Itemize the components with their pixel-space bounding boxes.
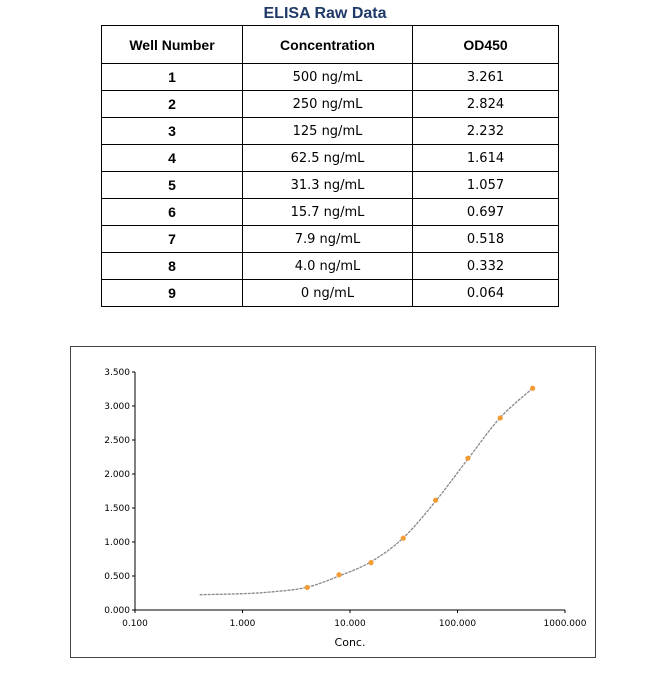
header-od450: OD450 [412, 25, 559, 64]
od450-cell: 0.332 [412, 252, 559, 280]
concentration-cell: 15.7 ng/mL [242, 198, 413, 226]
data-point [497, 415, 503, 421]
table-row: 9 0 ng/mL 0.064 [101, 279, 559, 307]
y-tick-label: 3.500 [104, 368, 130, 378]
header-well-number: Well Number [101, 25, 243, 64]
fit-curve [199, 387, 534, 596]
table-row: 7 7.9 ng/mL 0.518 [101, 225, 559, 253]
x-tick-label: 1.000 [230, 619, 256, 629]
table-row: 8 4.0 ng/mL 0.332 [101, 252, 559, 280]
well-number-cell: 9 [101, 279, 243, 307]
od450-cell: 1.057 [412, 171, 559, 199]
header-concentration: Concentration [242, 25, 413, 64]
od450-cell: 3.261 [412, 63, 559, 91]
x-axis-label: Conc. [335, 636, 366, 649]
x-tick-label: 10.000 [334, 619, 366, 629]
concentration-cell: 7.9 ng/mL [242, 225, 413, 253]
data-point [304, 584, 310, 591]
y-tick-label: 0.000 [104, 606, 130, 616]
table-row: 4 62.5 ng/mL 1.614 [101, 144, 559, 172]
concentration-cell: 4.0 ng/mL [242, 252, 413, 280]
concentration-cell: 31.3 ng/mL [242, 171, 413, 199]
x-tick-label: 1000.000 [544, 619, 587, 629]
table-row: 1 500 ng/mL 3.261 [101, 63, 559, 91]
y-tick-label: 3.000 [104, 402, 130, 412]
chart-container: 0.000 0.500 1.000 1.500 2.000 2.500 3.000 3.500… [70, 346, 596, 658]
table-title: ELISA Raw Data [263, 5, 387, 22]
fit-curve-group [199, 387, 534, 596]
table-row: 2 250 ng/mL 2.824 [101, 90, 559, 118]
data-point [465, 455, 471, 461]
data-point [400, 535, 406, 541]
elisa-data-table: Well Number Concentration OD450 1 500 ng… [101, 25, 559, 307]
concentration-cell: 62.5 ng/mL [242, 144, 413, 172]
table-row: 3 125 ng/mL 2.232 [101, 117, 559, 145]
well-number-cell: 2 [101, 90, 243, 118]
table-row: 5 31.3 ng/mL 1.057 [101, 171, 559, 199]
x-tick-label: 0.100 [122, 619, 148, 629]
data-point [368, 560, 374, 566]
data-point [336, 572, 342, 578]
y-tick-label: 0.500 [104, 572, 130, 582]
concentration-cell: 0 ng/mL [242, 279, 413, 307]
od450-cell: 0.697 [412, 198, 559, 226]
od450-cell: 2.232 [412, 117, 559, 145]
chart-axes: 0.000 0.500 1.000 1.500 2.000 2.500 3.000 3.500… [104, 368, 587, 629]
well-number-cell: 3 [101, 117, 243, 145]
data-points-group [304, 385, 536, 591]
od450-cell: 2.824 [412, 90, 559, 118]
well-number-cell: 7 [101, 225, 243, 253]
x-tick-label: 100.000 [439, 619, 476, 629]
od450-cell: 1.614 [412, 144, 559, 172]
y-tick-label: 2.000 [104, 470, 130, 480]
concentration-cell: 250 ng/mL [242, 90, 413, 118]
y-tick-label: 2.500 [104, 436, 130, 446]
standard-curve-chart: 0.000 0.500 1.000 1.500 2.000 2.500 3.000 3.500… [104, 368, 587, 649]
table-row: 6 15.7 ng/mL 0.697 [101, 198, 559, 226]
y-tick-label: 1.000 [104, 538, 130, 548]
data-point [432, 497, 439, 503]
well-number-cell: 5 [101, 171, 243, 199]
y-tick-label: 1.500 [104, 504, 130, 514]
od450-cell: 0.064 [412, 279, 559, 307]
well-number-cell: 1 [101, 63, 243, 91]
table-header-row: Well Number Concentration OD450 [101, 25, 559, 64]
data-point [530, 385, 536, 391]
concentration-cell: 500 ng/mL [242, 63, 413, 91]
well-number-cell: 6 [101, 198, 243, 226]
well-number-cell: 4 [101, 144, 243, 172]
well-number-cell: 8 [101, 252, 243, 280]
concentration-cell: 125 ng/mL [242, 117, 413, 145]
od450-cell: 0.518 [412, 225, 559, 253]
